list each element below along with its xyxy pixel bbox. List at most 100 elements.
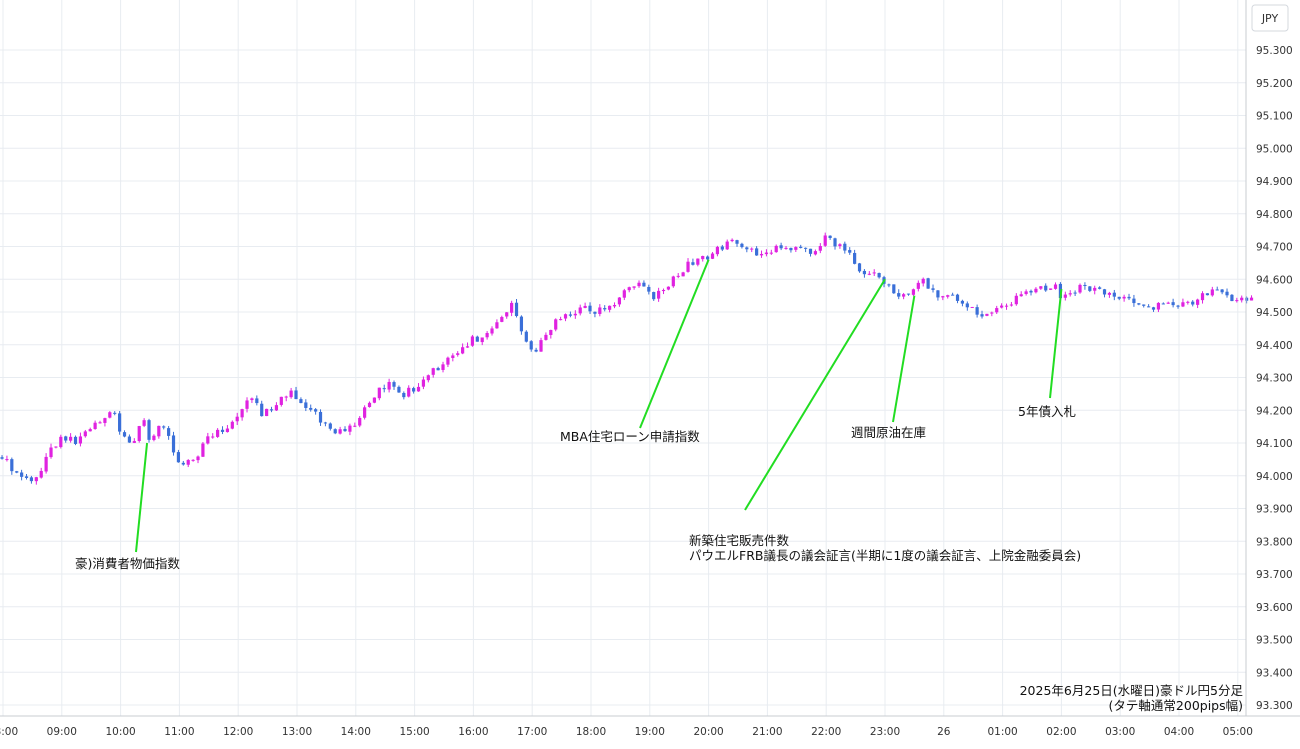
candle-down xyxy=(328,422,332,431)
candle-down xyxy=(779,242,783,251)
candle-up xyxy=(598,304,602,317)
y-tick-label: 94.400 xyxy=(1256,340,1293,352)
candle-up xyxy=(573,310,577,319)
x-tick-label: 14:00 xyxy=(341,726,371,738)
x-tick-label: 18:00 xyxy=(576,726,606,738)
callout-line xyxy=(892,295,916,423)
candle-down xyxy=(15,470,19,474)
candle-down xyxy=(309,404,313,412)
candle-up xyxy=(372,397,377,404)
candle-down xyxy=(862,269,867,278)
candle-up xyxy=(608,305,612,313)
candle-up xyxy=(794,246,798,252)
candle-down xyxy=(122,430,127,438)
candle-up xyxy=(191,459,195,462)
candle-up xyxy=(583,302,587,309)
candle-down xyxy=(524,330,528,343)
candle-down xyxy=(931,284,935,293)
candle-down xyxy=(588,302,592,314)
candle-up xyxy=(93,420,97,430)
candle-down xyxy=(392,380,396,390)
currency-badge[interactable] xyxy=(1251,4,1289,32)
currency-label: JPY xyxy=(1261,12,1279,25)
event-annotation: 週間原油在庫 xyxy=(851,425,926,440)
candle-up xyxy=(245,397,249,413)
candle-up xyxy=(661,288,666,295)
candle-down xyxy=(20,469,24,481)
candle-down xyxy=(568,311,573,318)
candle-up xyxy=(465,342,470,348)
candle-down xyxy=(1215,286,1219,291)
x-tick-label: 13:00 xyxy=(282,726,312,738)
y-tick-label: 94.500 xyxy=(1256,307,1293,319)
candle-up xyxy=(78,432,83,447)
candle-up xyxy=(1039,286,1043,290)
candle-up xyxy=(485,331,489,340)
candle-down xyxy=(642,280,646,287)
candle-up xyxy=(759,250,764,258)
candle-up xyxy=(676,273,680,279)
candle-up xyxy=(970,306,974,308)
candle-down xyxy=(343,426,347,432)
candle-down xyxy=(181,460,185,466)
candle-down xyxy=(10,457,14,475)
candle-up xyxy=(995,305,999,314)
candle-up xyxy=(157,425,161,439)
candle-down xyxy=(514,298,519,318)
price-axis[interactable]: 95.300 95.200 95.100 95.000 94.900 94.800 94.7… xyxy=(1245,0,1293,716)
candle-down xyxy=(127,434,132,443)
candle-up xyxy=(69,433,73,443)
x-tick-label: 10:00 xyxy=(105,726,135,738)
candle-down xyxy=(960,299,965,307)
x-tick-label: 03:00 xyxy=(1105,726,1135,738)
candle-up xyxy=(1078,283,1082,294)
candle-up xyxy=(103,417,107,427)
candle-up xyxy=(216,428,220,438)
y-tick-label: 93.900 xyxy=(1256,504,1293,516)
candle-up xyxy=(622,288,626,301)
candle-down xyxy=(740,242,744,249)
candle-down xyxy=(1029,289,1033,296)
candle-down xyxy=(1098,286,1102,290)
time-axis[interactable]: 08:00 09:00 10:00 11:00 12:00 13:00 14:00 15:00… xyxy=(0,715,1300,738)
callout-line xyxy=(639,259,710,429)
candle-down xyxy=(1117,296,1121,301)
x-tick-label: 02:00 xyxy=(1046,726,1076,738)
candle-up xyxy=(431,367,435,378)
candle-up xyxy=(1093,285,1097,295)
candle-down xyxy=(1142,304,1146,308)
candle-up xyxy=(872,269,876,276)
event-annotation: 豪)消費者物価指数 xyxy=(75,556,180,571)
candle-down xyxy=(1044,283,1048,292)
y-tick-label: 93.500 xyxy=(1256,635,1293,647)
candle-up xyxy=(632,286,636,290)
candle-up xyxy=(88,427,92,432)
candle-down xyxy=(1112,289,1116,301)
annotation-labels: 豪)消費者物価指数 MBA住宅ローン申請指数新築住宅販売件数パウエルFRB議長の議… xyxy=(75,404,1081,571)
y-tick-label: 94.300 xyxy=(1256,373,1293,385)
candle-down xyxy=(720,244,724,252)
event-annotation: 5年債入札 xyxy=(1018,404,1076,419)
candle-down xyxy=(853,249,857,265)
candle-down xyxy=(1127,293,1131,301)
candle-down xyxy=(1161,302,1165,305)
x-tick-label: 04:00 xyxy=(1164,726,1194,738)
candle-up xyxy=(612,302,617,309)
candle-up xyxy=(1063,291,1067,301)
candle-up xyxy=(946,294,950,299)
y-tick-label: 95.200 xyxy=(1256,78,1293,90)
candle-up xyxy=(637,280,641,288)
y-tick-label: 93.300 xyxy=(1256,700,1293,712)
candle-down xyxy=(323,421,328,427)
candle-up xyxy=(500,315,504,323)
candle-up xyxy=(54,446,58,449)
candle-up xyxy=(495,319,499,329)
candle-up xyxy=(686,258,690,273)
candle-down xyxy=(1073,290,1077,297)
candle-up xyxy=(916,280,920,292)
candle-down xyxy=(1220,289,1224,295)
x-tick-label: 20:00 xyxy=(693,726,723,738)
candle-down xyxy=(162,425,166,430)
candle-up xyxy=(338,426,342,435)
candle-up xyxy=(137,425,141,443)
